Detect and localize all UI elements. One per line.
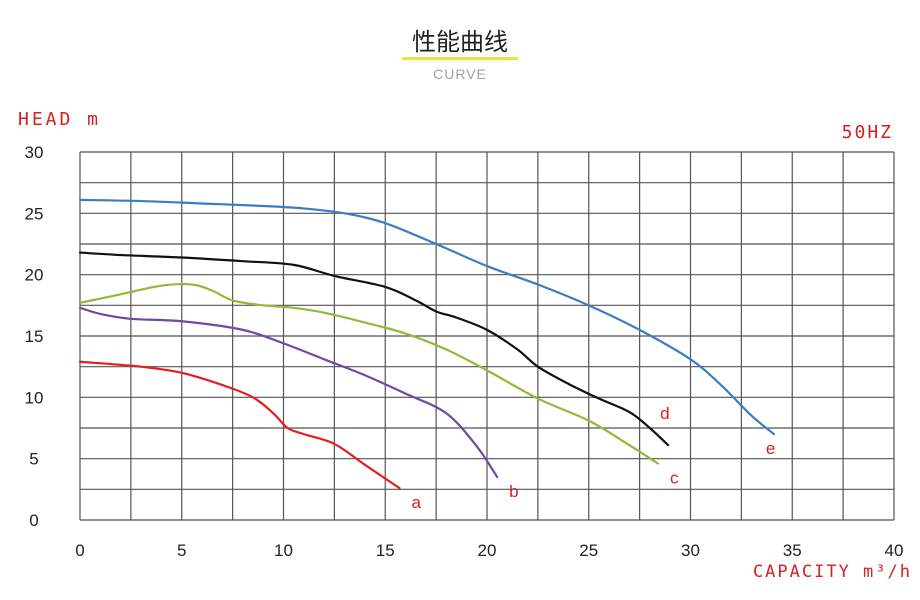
series-line-e [78,198,776,436]
series-label-b: b [509,482,518,501]
x-tick-label: 10 [274,541,293,560]
x-tick-label: 30 [681,541,700,560]
x-tick-label: 0 [75,541,84,560]
y-tick-label: 5 [29,450,38,469]
y-axis-label: HEAD m [18,109,102,130]
x-tick-label: 25 [579,541,598,560]
x-tick-label: 35 [783,541,802,560]
y-tick-label: 15 [25,327,44,346]
x-axis-label: CAPACITY m³/h [752,562,912,582]
title-underline [402,57,518,60]
x-tick-label: 20 [478,541,497,560]
x-tick-label: 40 [885,541,904,560]
y-tick-label: 30 [25,143,44,162]
y-tick-label: 10 [25,388,44,407]
series-line-d [78,251,670,447]
y-tick-label: 0 [29,511,38,530]
series-label-c: c [670,469,679,488]
series-line-a [78,360,401,490]
series-line-b [78,306,499,479]
y-tick-label: 25 [25,204,44,223]
chart-title: 性能曲线 [412,28,508,56]
x-tick-label: 5 [177,541,186,560]
chart-subtitle: CURVE [433,66,487,82]
x-tick-label: 15 [376,541,395,560]
series-label-d: d [660,404,669,423]
series-label-e: e [766,439,775,458]
frequency-label: 50HZ [841,122,893,143]
series-line-c [78,282,660,465]
series-label-a: a [411,493,421,512]
y-tick-label: 20 [25,266,44,285]
